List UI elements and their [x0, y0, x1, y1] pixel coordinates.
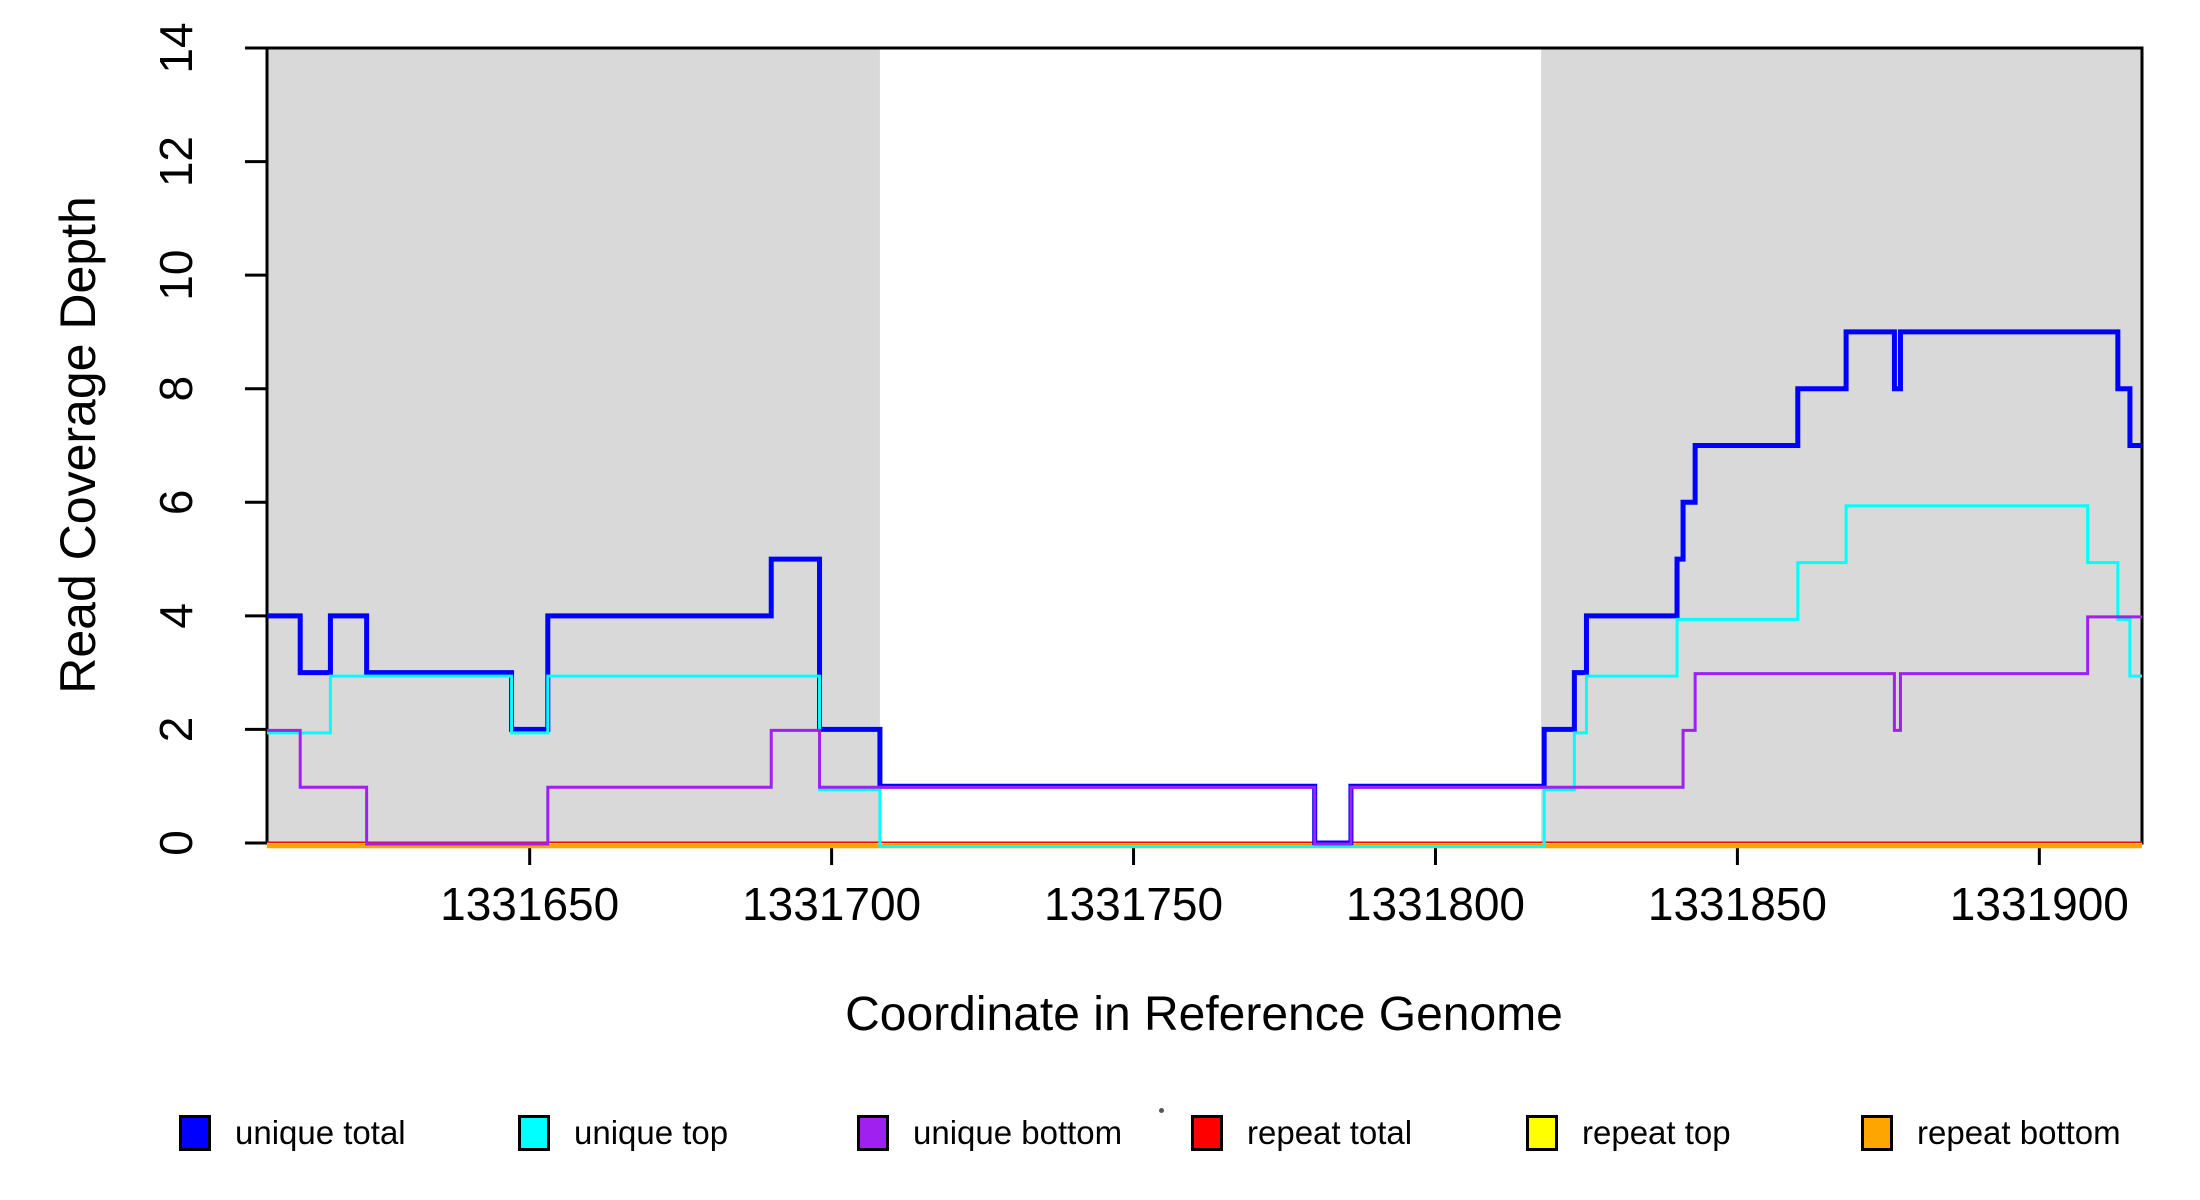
x-tick-label: 1331900 — [1950, 878, 2129, 930]
x-tick-label: 1331800 — [1346, 878, 1525, 930]
y-tick-label: 10 — [150, 250, 202, 301]
x-tick-label: 1331650 — [440, 878, 619, 930]
series-line-unique-top — [267, 504, 2142, 848]
shaded-region — [1541, 48, 2142, 843]
y-tick-label: 0 — [150, 830, 202, 856]
y-tick-label: 2 — [150, 717, 202, 743]
y-axis-title: Read Coverage Depth — [50, 196, 106, 694]
y-tick-label: 12 — [150, 136, 202, 187]
x-tick-label: 1331700 — [742, 878, 921, 930]
x-axis-title: Coordinate in Reference Genome — [845, 988, 1563, 1041]
y-tick-label: 8 — [150, 376, 202, 402]
y-tick-label: 6 — [150, 489, 202, 515]
x-tick-label: 1331750 — [1044, 878, 1223, 930]
series-line-unique-bottom — [267, 615, 2142, 846]
shaded-region — [267, 48, 880, 843]
x-tick-label: 1331850 — [1648, 878, 1827, 930]
y-tick-label: 4 — [150, 603, 202, 629]
y-tick-label: 14 — [150, 22, 202, 73]
